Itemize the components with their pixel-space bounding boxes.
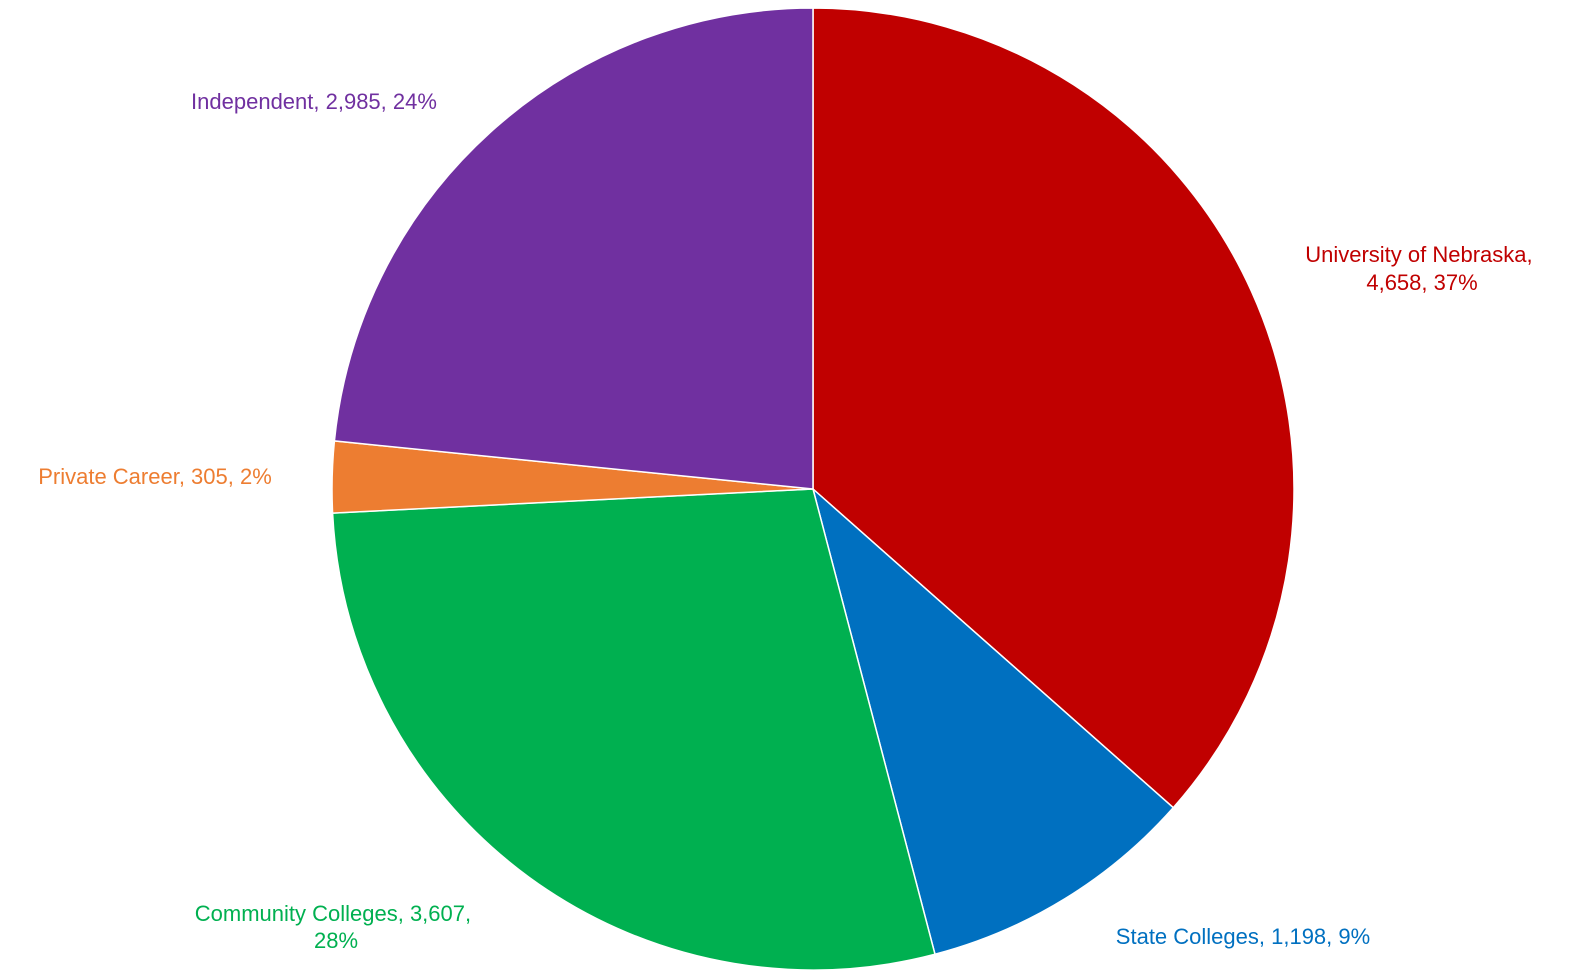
pie-slice-community-colleges xyxy=(331,488,936,971)
pie-slice-independent xyxy=(333,7,814,490)
label-private-career: Private Career, 305, 2% xyxy=(38,464,272,489)
label-university-of-nebraska-line1: University of Nebraska, xyxy=(1305,242,1532,267)
label-university-of-nebraska: University of Nebraska, 4,658, 37% xyxy=(1305,242,1539,295)
pie-slices xyxy=(331,7,1295,971)
label-community-colleges-line1: Community Colleges, 3,607, xyxy=(195,901,471,926)
label-state-colleges: State Colleges, 1,198, 9% xyxy=(1116,924,1370,949)
label-university-of-nebraska-line2: 4,658, 37% xyxy=(1366,270,1477,295)
label-community-colleges: Community Colleges, 3,607, 28% xyxy=(195,901,477,953)
label-community-colleges-line2: 28% xyxy=(314,928,358,953)
pie-slice-university-of-nebraska xyxy=(812,7,1295,809)
slice-labels: University of Nebraska, 4,658, 37% State… xyxy=(38,89,1539,953)
pie-slice-state-colleges xyxy=(811,486,1175,956)
label-independent: Independent, 2,985, 24% xyxy=(191,89,437,114)
